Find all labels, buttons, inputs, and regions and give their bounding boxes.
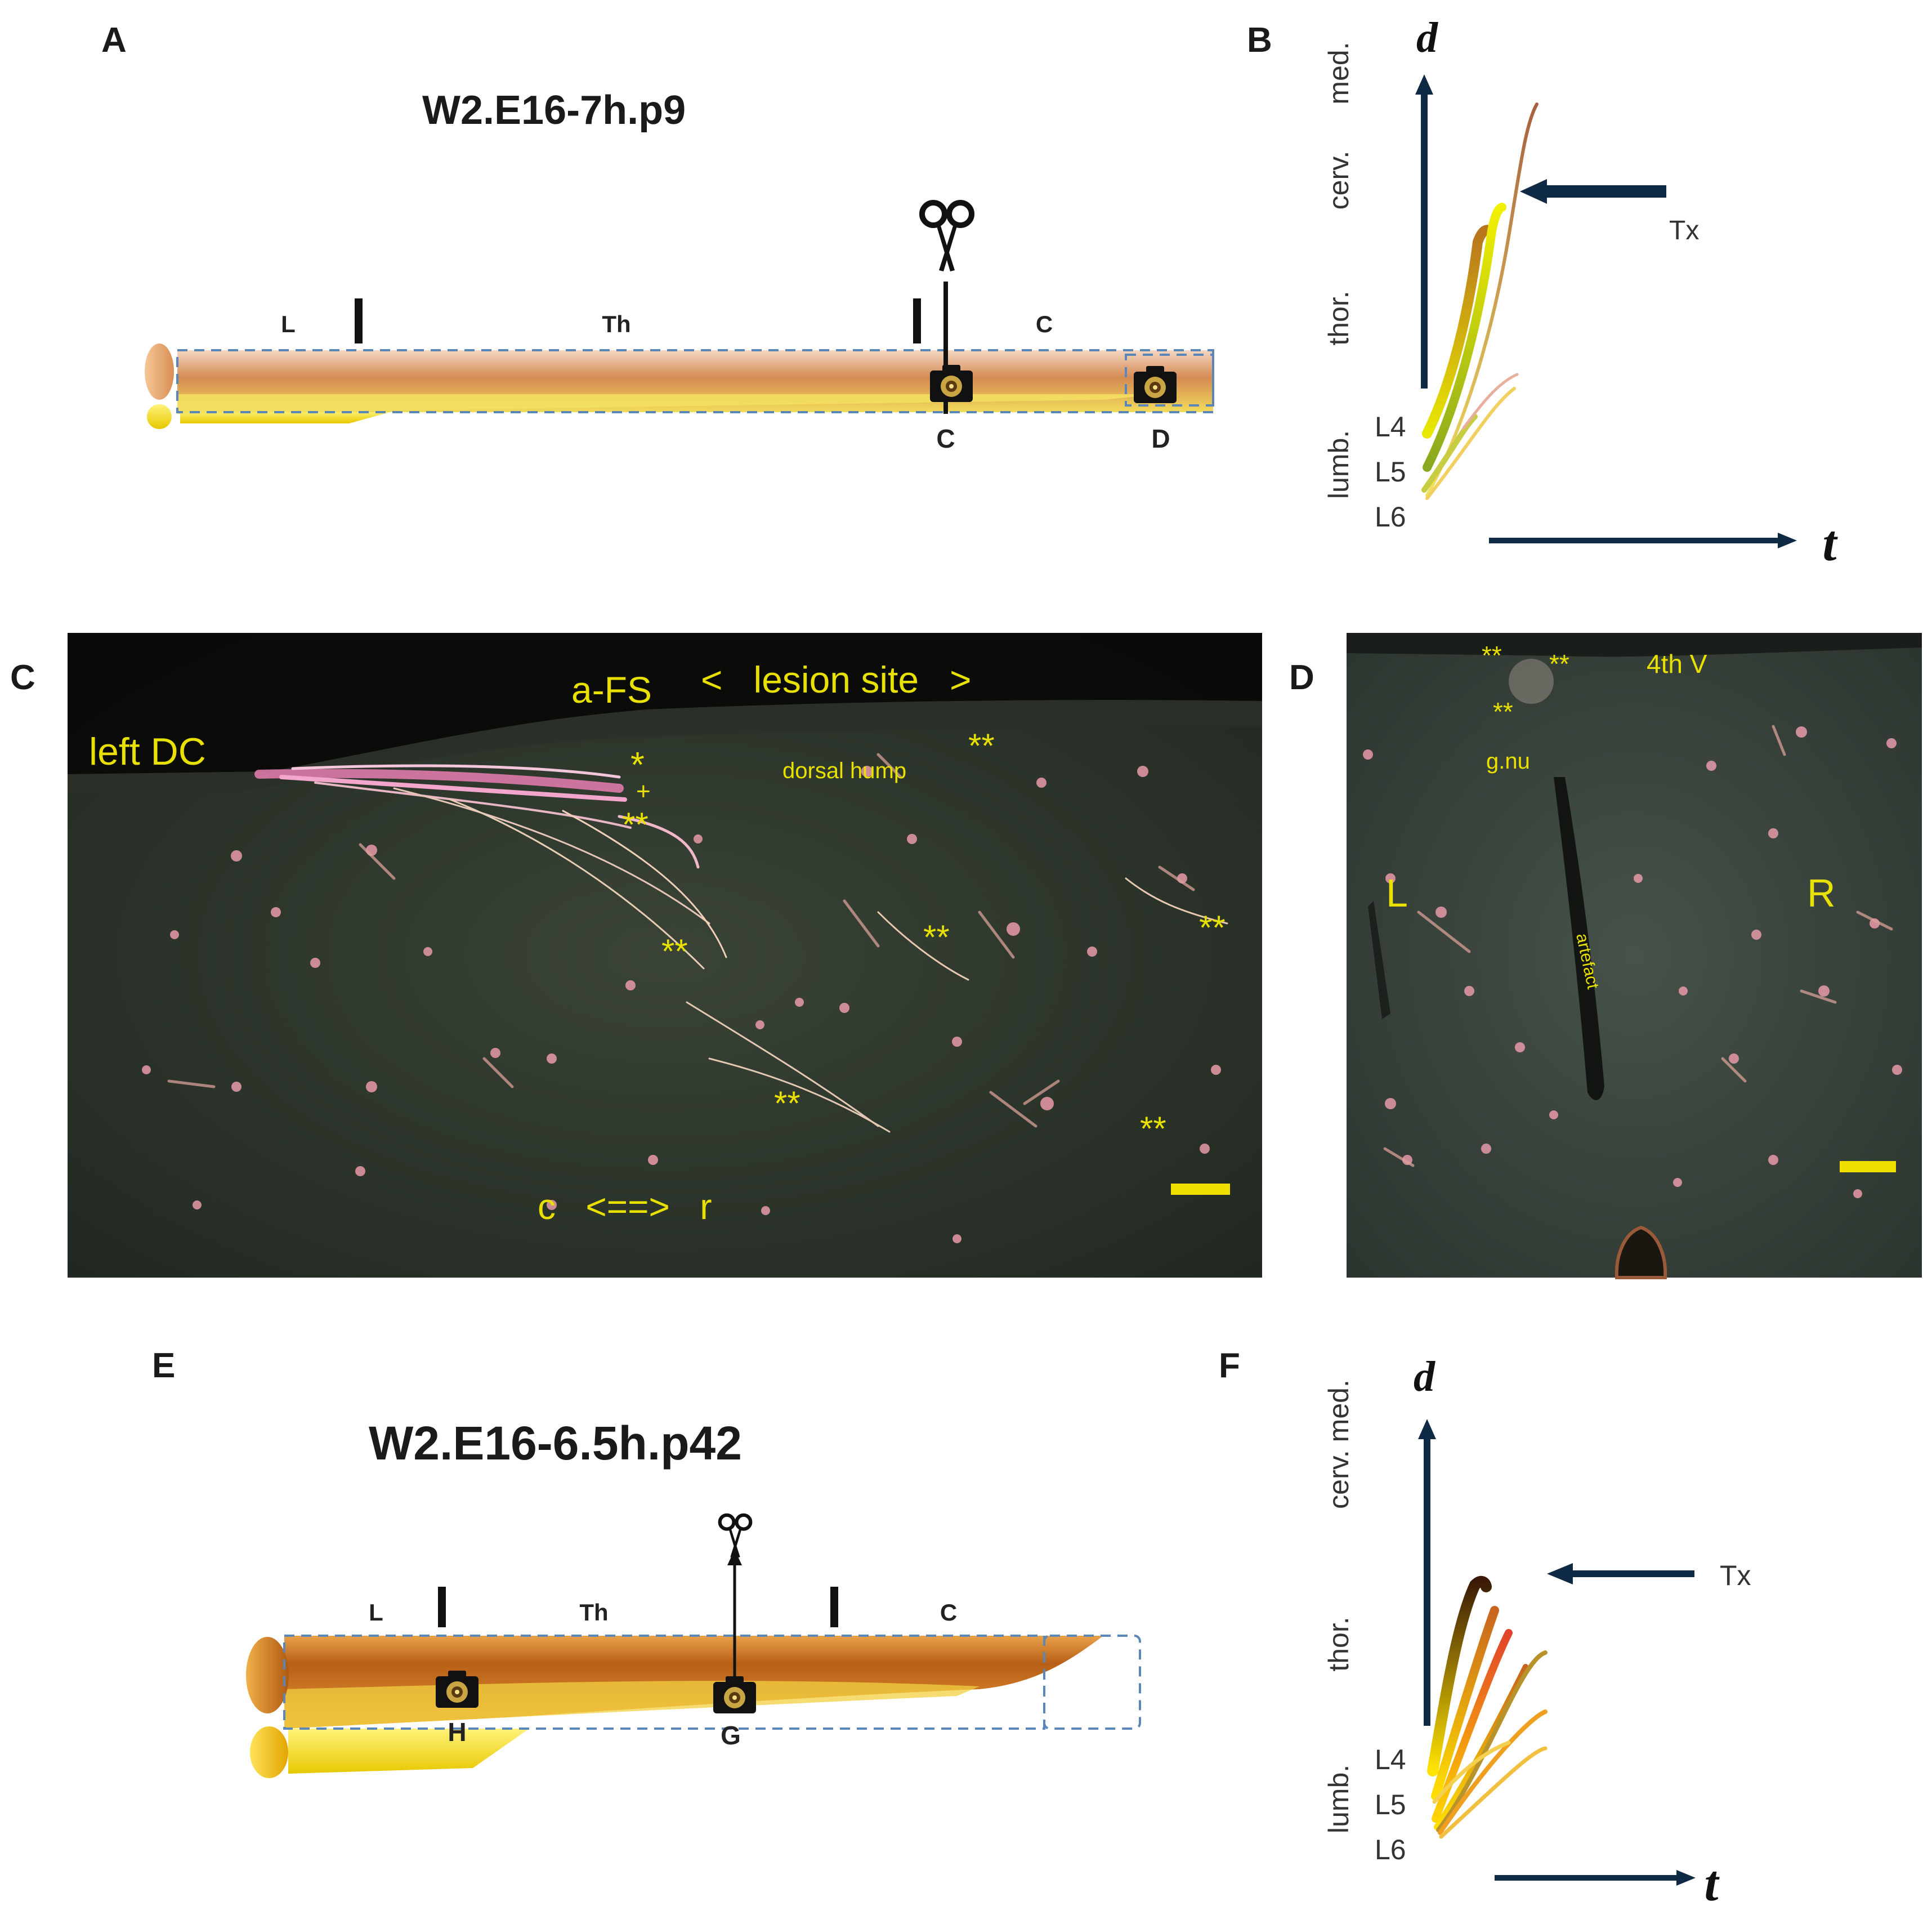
panel-f-level-l5: L5 (1375, 1789, 1406, 1820)
panel-c-fiber-bundle (254, 764, 1228, 1133)
panel-f-y-symbol: d (1414, 1353, 1435, 1400)
panel-c-plus: + (636, 778, 651, 805)
panel-c-micrograph: left DC a-FS < lesion site > dorsal hump… (68, 633, 1262, 1278)
panel-b-curve (1421, 414, 1478, 493)
panel-d-asterisks: ** (1493, 697, 1513, 726)
panel-e-segment-th: Th (579, 1599, 608, 1626)
panel-c-asterisks: ** (774, 1084, 800, 1122)
panel-f-curve (1439, 1746, 1548, 1839)
panel-d-left: L (1386, 871, 1408, 915)
panel-c-asterisk-single: * (630, 744, 645, 785)
panel-b-region-thor: thor. (1323, 291, 1354, 345)
panel-c-asterisks: ** (661, 932, 688, 970)
panel-e-dashed-box (283, 1635, 1045, 1730)
panel-a-lower-cap (147, 404, 172, 429)
panel-b-growth-plot: d t med. cerv. thor. lumb. L4 L5 L6 Tx (1323, 14, 1838, 572)
panel-f-level-l4: L4 (1375, 1744, 1406, 1775)
panel-c-lesion-site: < lesion site > (701, 659, 972, 700)
panel-d-asterisks: ** (1549, 649, 1569, 678)
panel-letter-b: B (1247, 21, 1272, 60)
panel-f-curve (1427, 1575, 1492, 1776)
panel-b-level-l5: L5 (1375, 456, 1406, 488)
panel-c-left-dc: left DC (89, 730, 206, 773)
panel-a-camera-label-d: D (1151, 424, 1170, 453)
panel-a-cord-diagram: L Th C C D (145, 203, 1214, 453)
panel-f-curve (1432, 1740, 1511, 1804)
panel-e-cord-cap (246, 1637, 289, 1713)
panel-f-growth-plot: d t cerv. med. thor. lumb. L4 L5 L6 Tx (1323, 1353, 1751, 1912)
panel-a-title: W2.E16-7h.p9 (422, 88, 686, 133)
panel-c-cells (142, 766, 1221, 1243)
panel-b-level-l4: L4 (1375, 411, 1406, 443)
panel-e-dashed-box-end (1043, 1635, 1141, 1730)
panel-b-x-symbol: t (1822, 516, 1838, 572)
panel-e-segment-l: L (369, 1599, 383, 1626)
panel-a-dashed-box-d (1125, 354, 1214, 407)
panel-d-asterisks: ** (1482, 641, 1502, 670)
panel-letter-c: C (10, 658, 35, 697)
panel-d-scale-bar (1840, 1161, 1896, 1172)
panel-c-asterisks: ** (622, 806, 649, 843)
panel-a-lower-tract (180, 411, 394, 423)
panel-c-a-fs: a-FS (571, 669, 652, 711)
panel-c-orientation: c <==> r (538, 1186, 712, 1227)
panel-b-curve (1425, 102, 1539, 497)
panel-letter-e: E (152, 1346, 176, 1385)
panel-letter-d: D (1289, 658, 1314, 697)
panel-f-region-cerv-med: cerv. med. (1323, 1380, 1354, 1509)
panel-e-cord-diagram: L Th C H G (246, 1515, 1141, 1778)
panel-f-tx-label: Tx (1720, 1560, 1751, 1591)
panel-b-level-l6: L6 (1375, 501, 1406, 533)
panel-e-lower-cap (250, 1726, 288, 1778)
panel-c-asterisks: ** (968, 727, 995, 765)
panel-a-cord-cap (145, 343, 174, 400)
panel-c-scale-bar (1171, 1184, 1230, 1195)
panel-e-boundary-l-th (438, 1587, 446, 1627)
panel-d-right: R (1807, 871, 1836, 915)
panel-f-region-thor: thor. (1323, 1617, 1354, 1671)
panel-e-camera-label-h: H (448, 1717, 466, 1747)
panel-a-boundary-l-th (355, 298, 363, 343)
panel-b-curve (1425, 387, 1516, 500)
panel-f-curve (1434, 1664, 1528, 1830)
panel-a-segment-l: L (281, 311, 296, 337)
panel-b-tx-label: Tx (1669, 216, 1699, 245)
panel-d-fourth-ventricle: 4th V (1647, 649, 1707, 678)
panel-a-dashed-box (176, 349, 1214, 413)
panel-f-region-lumb: lumb. (1323, 1765, 1354, 1833)
panel-c-dorsal-hump: dorsal hump (782, 758, 906, 783)
panel-f-curve (1438, 1709, 1548, 1835)
panel-b-y-symbol: d (1416, 14, 1438, 61)
panel-d-micrograph: ** ** ** 4th V g.nu L R artefact (1347, 633, 1922, 1279)
panel-f-level-l6: L6 (1375, 1834, 1406, 1865)
panel-d-artefact-slit (1554, 777, 1604, 1100)
panel-a-segment-c: C (1036, 311, 1053, 337)
panel-b-curve (1462, 373, 1519, 430)
panel-c-asterisks: ** (923, 918, 950, 956)
panel-a-segment-th: Th (602, 311, 630, 337)
panel-f-curve (1436, 1650, 1548, 1832)
panel-a-boundary-th-c (913, 298, 921, 343)
panel-d-canal (1615, 1225, 1667, 1279)
panel-e-lower-tract (288, 1729, 529, 1774)
panel-b-region-cerv: cerv. (1323, 151, 1354, 210)
panel-b-curve (1422, 225, 1496, 439)
panel-b-curve (1423, 203, 1506, 472)
panel-b-region-med: med. (1323, 42, 1354, 104)
panel-f-x-symbol: t (1704, 1856, 1720, 1912)
scissors-icon (922, 203, 972, 271)
panel-letter-f: F (1219, 1346, 1240, 1385)
panel-c-asterisks: ** (1140, 1110, 1166, 1148)
panel-e-title: W2.E16-6.5h.p42 (369, 1417, 742, 1470)
panel-e-segment-c: C (940, 1599, 957, 1626)
panel-e-boundary-th-c (830, 1587, 838, 1627)
panel-f-curve (1431, 1606, 1499, 1801)
panel-c-asterisks: ** (1199, 909, 1226, 947)
panel-e-camera-label-g: G (721, 1721, 741, 1750)
panel-d-g-nu: g.nu (1486, 749, 1530, 774)
panel-b-region-lumb: lumb. (1323, 430, 1354, 499)
panel-a-camera-label-c: C (936, 424, 955, 453)
panel-letter-a: A (101, 21, 127, 60)
